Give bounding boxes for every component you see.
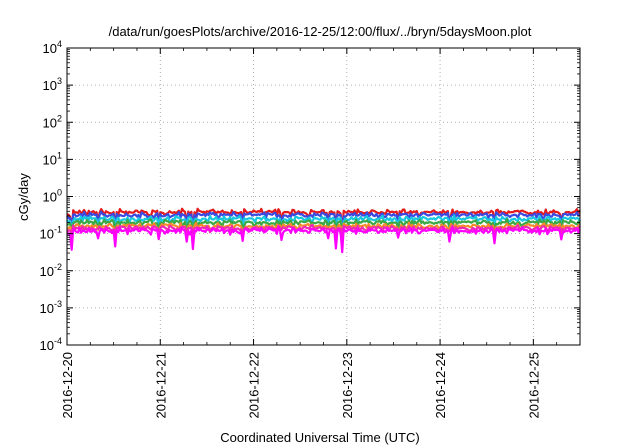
y-axis-label: cGy/day [16,173,31,221]
plot-frame [66,47,581,346]
series-line [66,226,581,254]
grid-lines [67,48,580,345]
y-tick-label: 10-1 [40,225,62,242]
x-tick-label: 2016-12-23 [340,352,355,419]
y-axis-ticks: 10-4 10-3 10-2 10-1 100 101 102 103 104 [40,39,580,353]
x-tick-label: 2016-12-22 [247,352,262,419]
chart-title: /data/run/goesPlots/archive/2016-12-25/1… [109,24,532,39]
x-tick-label: 2016-12-20 [60,352,75,419]
y-tick-label: 101 [43,150,62,167]
x-axis-ticks: 2016-12-20 2016-12-21 2016-12-22 2016-12-23… [60,48,558,419]
x-axis-label: Coordinated Universal Time (UTC) [220,430,419,445]
y-tick-label: 10-4 [40,336,62,353]
x-tick-label: 2016-12-25 [526,352,541,419]
y-tick-label: 102 [43,113,62,130]
x-tick-label: 2016-12-21 [153,352,168,419]
y-tick-label: 104 [43,39,62,56]
series-lines [66,207,582,254]
y-tick-label: 103 [43,76,62,93]
y-tick-label: 100 [43,188,62,205]
x-tick-label: 2016-12-24 [433,352,448,419]
y-tick-label: 10-2 [40,262,62,279]
y-tick-label: 10-3 [40,299,62,316]
